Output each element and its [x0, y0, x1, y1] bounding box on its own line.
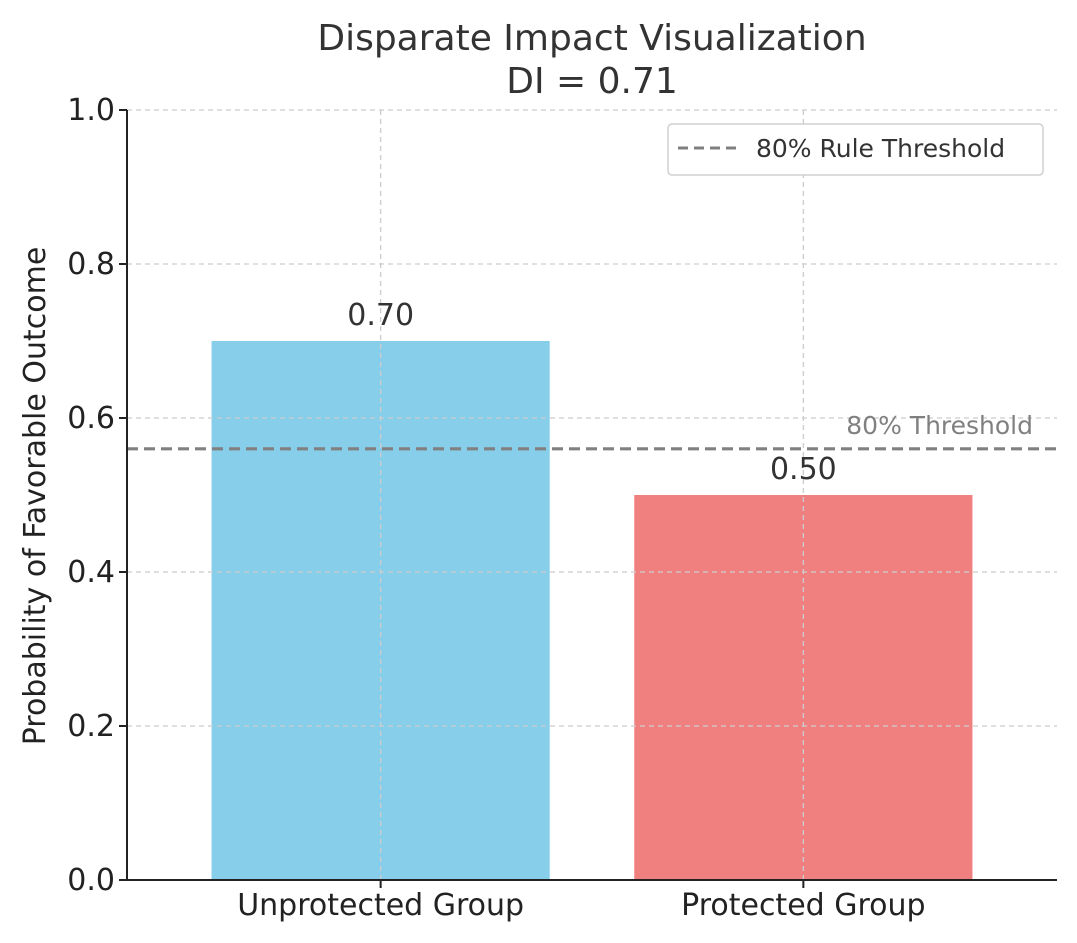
value-label-1: 0.50 — [770, 452, 837, 487]
legend-frame — [667, 123, 1044, 176]
axes: 0.0 0.2 0.4 0.6 0.8 1.0 Unprotected Group Prote… — [67, 93, 1057, 923]
value-labels: 0.70 0.50 — [347, 298, 837, 487]
legend-threshold-entry: 80% Rule Threshold — [756, 134, 1005, 163]
chart-subtitle: DI = 0.71 — [506, 61, 678, 102]
y-tick-label-5: 1.0 — [67, 93, 115, 128]
y-tick-label-4: 0.8 — [67, 247, 115, 282]
y-tick-label-2: 0.4 — [67, 555, 115, 590]
bar-unprotected-group — [211, 341, 550, 880]
x-tick-label-0: Unprotected Group — [237, 888, 524, 923]
y-axis-label: Probability of Favorable Outcome — [18, 247, 53, 746]
threshold-annotation: 80% Threshold — [846, 411, 1033, 440]
grid-lines — [127, 109, 1057, 880]
y-tick-label-3: 0.6 — [67, 401, 115, 436]
chart-title: Disparate Impact Visualization — [317, 18, 866, 59]
threshold-layer: 80% Threshold — [127, 411, 1057, 451]
y-tick-label-0: 0.0 — [67, 863, 115, 898]
value-label-0: 0.70 — [347, 298, 414, 333]
y-tick-label-1: 0.2 — [67, 709, 115, 744]
x-tick-label-1: Protected Group — [681, 888, 925, 923]
legend: 80% Rule Threshold — [667, 123, 1044, 176]
